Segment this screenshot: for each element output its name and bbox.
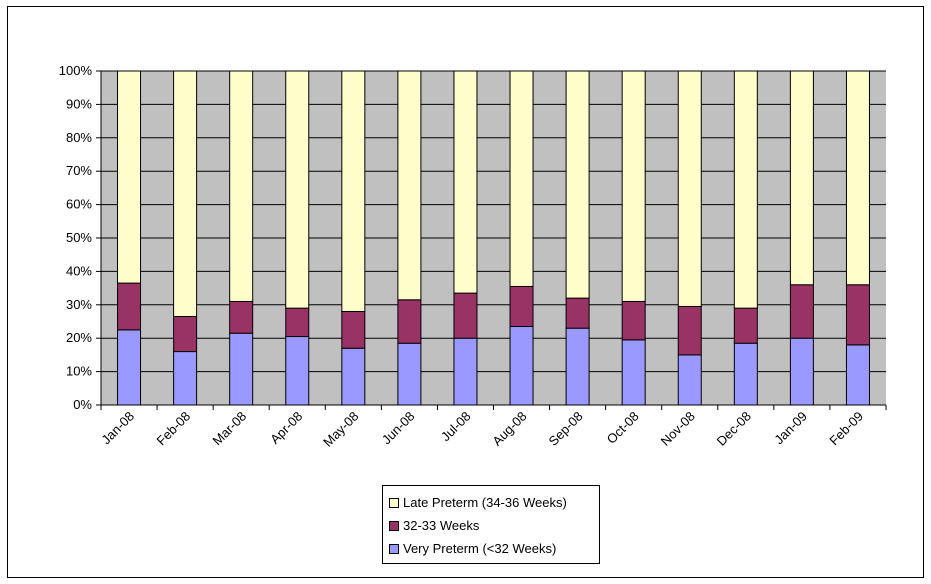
x-tick-label: Aug-08 — [489, 409, 529, 449]
y-tick-label: 0% — [73, 397, 92, 412]
x-tick-label: Apr-08 — [267, 409, 305, 447]
bar-segment-very-preterm — [621, 339, 646, 406]
x-tick-label: Nov-08 — [658, 409, 698, 449]
bar-segment-very-preterm — [229, 332, 254, 406]
bar-segment-late-preterm — [117, 70, 142, 284]
bar-segment-very-preterm — [285, 336, 310, 406]
bar-segment-32-33-weeks — [341, 310, 366, 349]
bar-segment-32-33-weeks — [453, 292, 478, 339]
bar-segment-32-33-weeks — [509, 285, 534, 328]
bar-segment-late-preterm — [677, 70, 702, 307]
legend-item-very-preterm: Very Preterm (<32 Weeks) — [389, 537, 593, 560]
bar-segment-32-33-weeks — [845, 284, 870, 346]
bar-segment-32-33-weeks — [677, 305, 702, 356]
x-tick-label: Feb-08 — [153, 409, 193, 449]
bar-segment-late-preterm — [733, 70, 758, 309]
x-tick-label: Jun-08 — [379, 409, 418, 448]
x-tick-label: Jan-08 — [98, 409, 137, 448]
legend-label-very-preterm: Very Preterm (<32 Weeks) — [403, 541, 557, 556]
x-tick-label: Dec-08 — [714, 409, 754, 449]
y-tick-label: 50% — [66, 230, 92, 245]
bar-segment-32-33-weeks — [565, 297, 590, 329]
bar-segment-late-preterm — [397, 70, 422, 301]
bar-segment-late-preterm — [509, 70, 534, 287]
bar-segment-very-preterm — [397, 342, 422, 406]
bar-segment-very-preterm — [509, 326, 534, 406]
bar-segment-32-33-weeks — [117, 282, 142, 331]
x-tick-label: Sep-08 — [545, 409, 585, 449]
y-tick-label: 10% — [66, 364, 92, 379]
legend-label-late-preterm: Late Preterm (34-36 Weeks) — [403, 495, 567, 510]
y-tick-label: 100% — [59, 63, 93, 78]
bar-segment-late-preterm — [789, 70, 814, 286]
y-tick-label: 70% — [66, 163, 92, 178]
x-tick-label: Feb-09 — [826, 409, 866, 449]
bar-segment-very-preterm — [845, 344, 870, 406]
bar-segment-32-33-weeks — [621, 300, 646, 341]
bar-segment-32-33-weeks — [789, 284, 814, 339]
x-tick-label: Jan-09 — [771, 409, 810, 448]
legend-swatch-32-33-weeks — [389, 520, 399, 531]
x-tick-label: May-08 — [320, 409, 361, 450]
y-tick-label: 80% — [66, 130, 92, 145]
bar-segment-late-preterm — [173, 70, 198, 317]
bar-segment-32-33-weeks — [229, 300, 254, 334]
x-tick-label: Oct-08 — [604, 409, 642, 447]
bar-segment-32-33-weeks — [173, 315, 198, 353]
legend-swatch-very-preterm — [389, 543, 399, 554]
legend-label-32-33-weeks: 32-33 Weeks — [403, 518, 480, 533]
y-tick-label: 30% — [66, 297, 92, 312]
bar-segment-late-preterm — [565, 70, 590, 299]
bar-segment-very-preterm — [453, 337, 478, 406]
bar-segment-late-preterm — [285, 70, 310, 309]
legend-swatch-late-preterm — [389, 497, 399, 508]
y-tick-label: 60% — [66, 197, 92, 212]
y-tick-label: 40% — [66, 263, 92, 278]
bar-segment-late-preterm — [845, 70, 870, 286]
bar-segment-very-preterm — [173, 351, 198, 406]
bar-segment-late-preterm — [341, 70, 366, 312]
legend-item-32-33-weeks: 32-33 Weeks — [389, 514, 593, 537]
bar-segment-very-preterm — [733, 342, 758, 406]
bar-segment-32-33-weeks — [397, 299, 422, 344]
bar-segment-32-33-weeks — [285, 307, 310, 338]
bar-segment-very-preterm — [117, 329, 142, 406]
bar-segment-late-preterm — [621, 70, 646, 302]
bar-segment-very-preterm — [677, 354, 702, 406]
y-tick-label: 90% — [66, 96, 92, 111]
legend: Late Preterm (34-36 Weeks) 32-33 Weeks V… — [382, 485, 600, 564]
bar-segment-late-preterm — [453, 70, 478, 294]
bar-segment-very-preterm — [341, 347, 366, 406]
y-tick-label: 20% — [66, 330, 92, 345]
x-tick-label: Mar-08 — [210, 409, 250, 449]
bar-segment-very-preterm — [565, 327, 590, 406]
bar-segment-very-preterm — [789, 337, 814, 406]
x-tick-label: Jul-08 — [438, 409, 474, 445]
bar-segment-32-33-weeks — [733, 307, 758, 344]
legend-item-late-preterm: Late Preterm (34-36 Weeks) — [389, 491, 593, 514]
bar-segment-late-preterm — [229, 70, 254, 302]
